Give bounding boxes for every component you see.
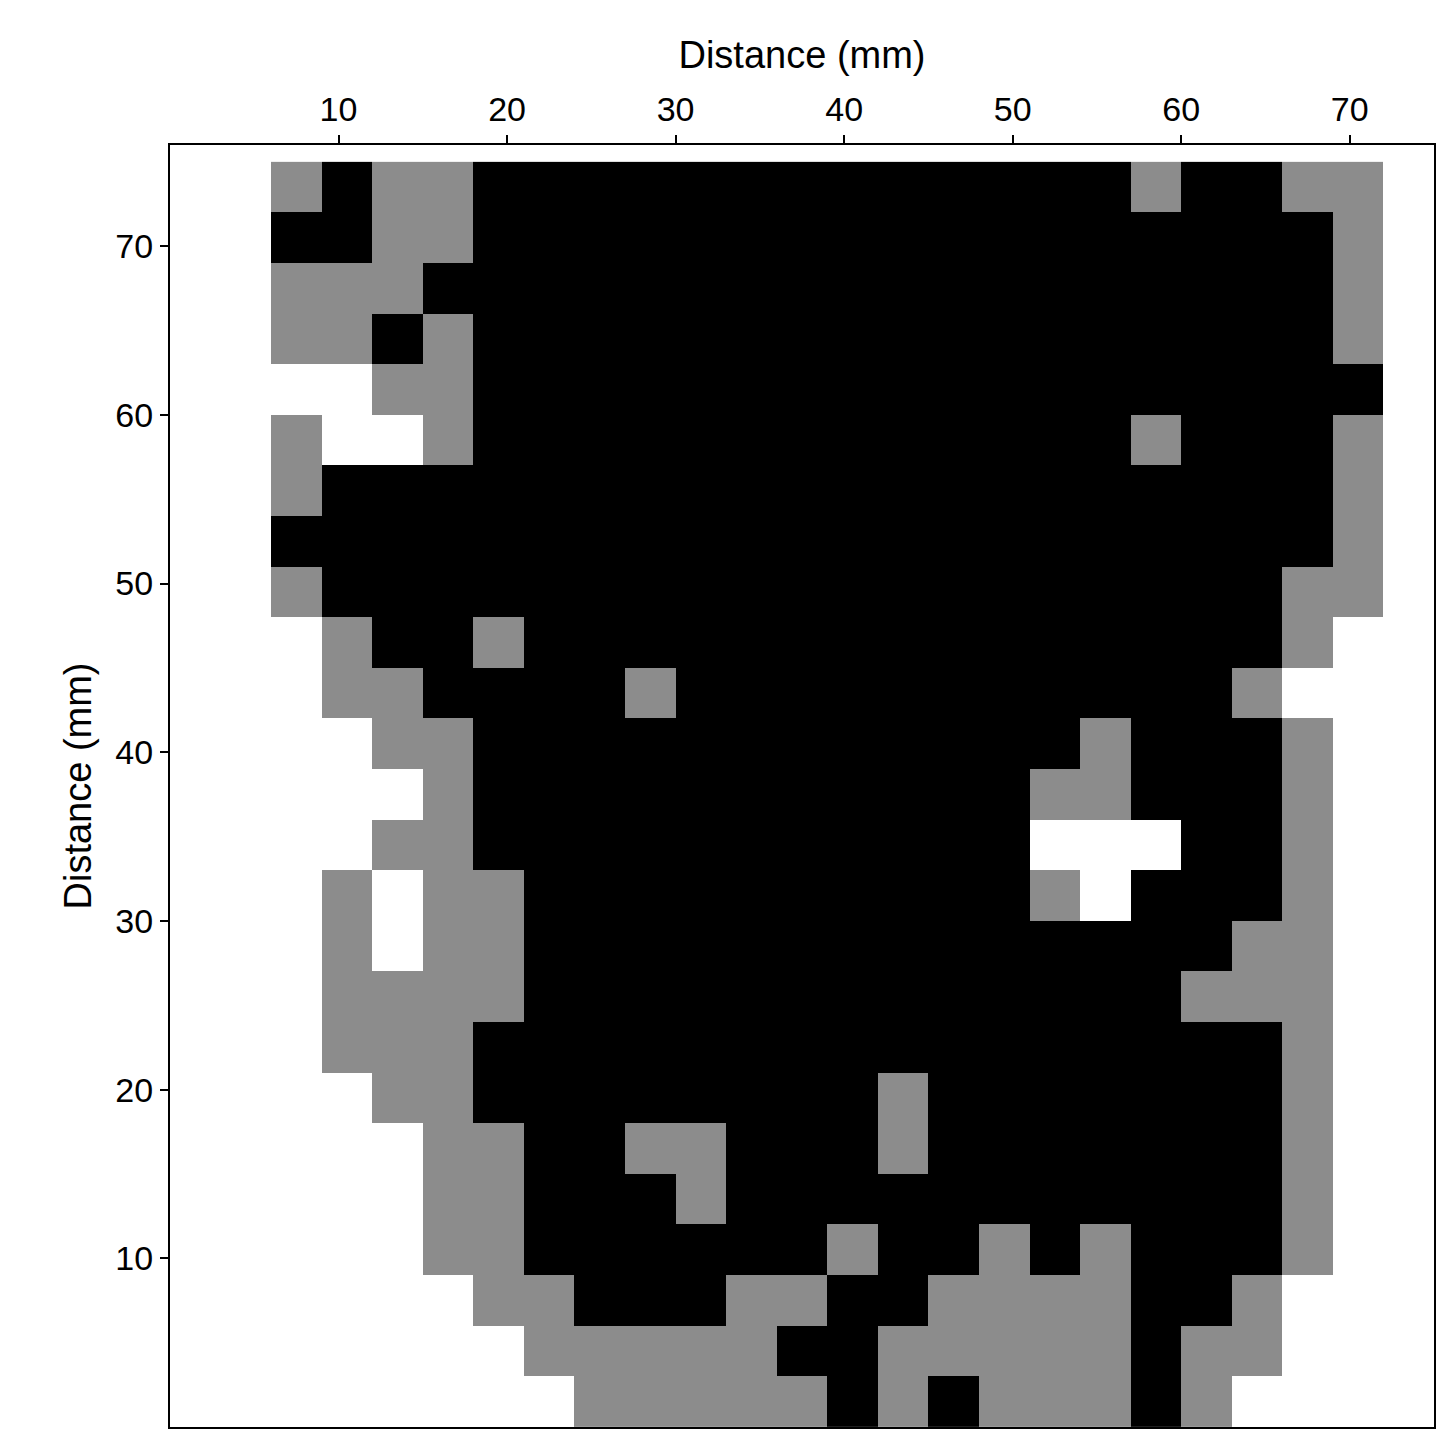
svg-text:50: 50 xyxy=(115,564,153,602)
svg-text:Distance (mm): Distance (mm) xyxy=(678,34,925,76)
svg-text:30: 30 xyxy=(657,90,695,128)
svg-text:60: 60 xyxy=(1162,90,1200,128)
svg-text:70: 70 xyxy=(115,227,153,265)
svg-text:Distance (mm): Distance (mm) xyxy=(57,662,99,909)
svg-text:40: 40 xyxy=(825,90,863,128)
svg-text:30: 30 xyxy=(115,902,153,940)
svg-text:20: 20 xyxy=(115,1071,153,1109)
svg-text:40: 40 xyxy=(115,733,153,771)
svg-text:70: 70 xyxy=(1331,90,1369,128)
svg-text:60: 60 xyxy=(115,396,153,434)
svg-text:20: 20 xyxy=(488,90,526,128)
svg-text:10: 10 xyxy=(115,1239,153,1277)
svg-text:10: 10 xyxy=(320,90,358,128)
svg-text:50: 50 xyxy=(994,90,1032,128)
